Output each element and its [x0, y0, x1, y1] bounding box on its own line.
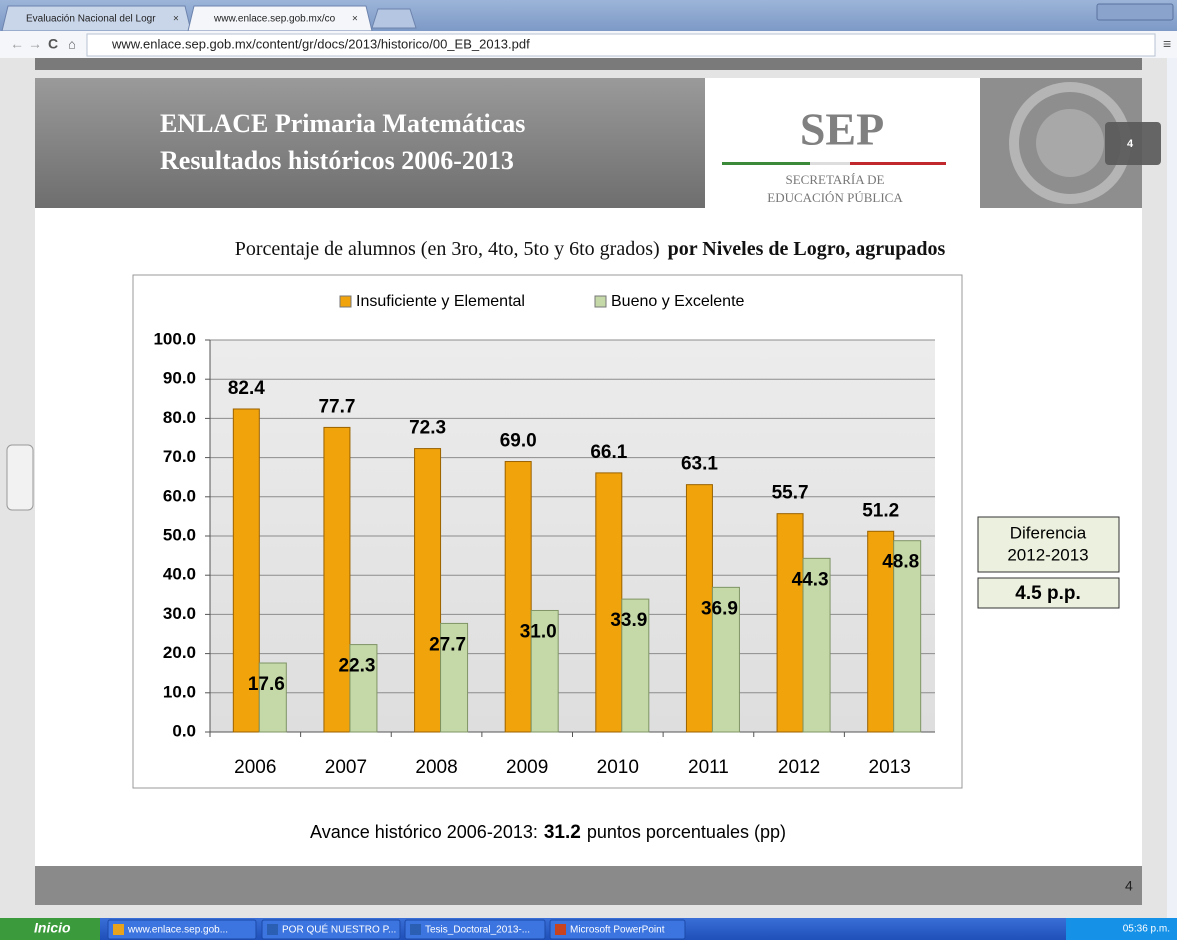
url: www.enlace.sep.gob.mx/content/gr/docs/20… — [111, 36, 530, 51]
x-tick-label: 2006 — [234, 757, 276, 778]
window-controls[interactable] — [1097, 4, 1173, 20]
taskbar-label: Microsoft PowerPoint — [570, 925, 665, 936]
bar — [777, 514, 803, 732]
back-button[interactable]: ← — [10, 36, 24, 52]
legend-swatch — [340, 296, 351, 307]
y-tick-label: 90.0 — [163, 369, 196, 388]
y-tick-label: 40.0 — [163, 565, 196, 584]
screen: Evaluación Nacional del Logr × www.enlac… — [0, 0, 1177, 940]
emblem — [1036, 109, 1104, 177]
page: ENLACE {"browser": {"tabs": ["Evaluación… — [0, 0, 1177, 940]
y-tick-label: 80.0 — [163, 408, 196, 427]
home-button[interactable]: ⌂ — [68, 36, 76, 51]
body: Evaluación Nacional del Logr × www.enlac… — [0, 0, 1177, 940]
y-tick-label: 70.0 — [163, 447, 196, 466]
taskbar-items: www.enlace.sep.gob... POR QUÉ NUESTRO P..… — [108, 920, 685, 939]
logo-stripe — [850, 162, 946, 165]
tab-title: www.enlace.sep.gob.mx/co — [213, 14, 336, 25]
tab-close[interactable]: × — [352, 14, 358, 25]
legend-swatch — [595, 296, 606, 307]
logo-stripe — [722, 162, 810, 165]
legend-label: Insuficiente y Elemental — [356, 293, 525, 310]
page-number: 4 — [1125, 878, 1133, 894]
data-label: 77.7 — [318, 396, 355, 417]
x-tick-label: 2009 — [506, 757, 548, 778]
taskbar-icon — [267, 924, 278, 935]
y-tick-label: 30.0 — [163, 604, 196, 623]
subtitle-regular: Porcentaje de alumnos (en 3ro, 4to, 5to … — [235, 238, 660, 260]
taskbar-label: POR QUÉ NUESTRO P... — [282, 923, 396, 936]
data-label: 69.0 — [500, 431, 537, 452]
data-label: 82.4 — [228, 378, 265, 399]
data-label: 33.9 — [610, 610, 647, 631]
x-tick-label: 2010 — [597, 757, 639, 778]
taskbar-icon — [410, 924, 421, 935]
previous-page-edge — [35, 58, 1142, 70]
bar — [505, 462, 531, 732]
subtitle-bold: por Niveles de Logro, agrupados — [668, 238, 946, 260]
data-label: 55.7 — [772, 483, 809, 504]
difference-label: Diferencia — [1010, 523, 1087, 542]
sidebar-toggle[interactable] — [7, 445, 33, 510]
slide-title: ENLACE Primaria Matemáticas — [160, 109, 525, 138]
taskbar-icon — [555, 924, 566, 935]
data-label: 44.3 — [792, 569, 829, 590]
x-tick-label: 2011 — [688, 757, 729, 778]
y-tick-label: 10.0 — [163, 682, 196, 701]
data-label: 27.7 — [429, 634, 466, 655]
y-tick-label: 60.0 — [163, 486, 196, 505]
clock: 05:36 p.m. — [1123, 924, 1170, 935]
data-label: 72.3 — [409, 418, 446, 439]
data-label: 17.6 — [248, 674, 285, 695]
taskbar-label: Tesis_Doctoral_2013-... — [425, 925, 530, 936]
data-label: 48.8 — [882, 552, 919, 573]
x-tick-label: 2007 — [325, 757, 367, 778]
tab-title: Evaluación Nacional del Logr — [26, 14, 156, 25]
taskbar-icon — [113, 924, 124, 935]
y-tick-label: 50.0 — [163, 525, 196, 544]
summary-text: Avance histórico 2006-2013: — [310, 822, 538, 842]
tab-close[interactable]: × — [173, 14, 179, 25]
summary-text: puntos porcentuales (pp) — [587, 822, 786, 842]
difference-label: 2012-2013 — [1007, 545, 1088, 564]
logo-text: EDUCACIÓN PÚBLICA — [767, 190, 903, 205]
slide-header — [35, 78, 705, 208]
data-label: 36.9 — [701, 598, 738, 619]
data-label: 51.2 — [862, 500, 899, 521]
data-label: 63.1 — [681, 454, 718, 475]
data-label: 22.3 — [338, 656, 375, 677]
logo-text: SECRETARÍA DE — [786, 172, 885, 187]
taskbar-label: www.enlace.sep.gob... — [127, 925, 228, 936]
x-tick-label: 2013 — [869, 757, 911, 778]
difference-value: 4.5 p.p. — [1015, 583, 1080, 604]
y-tick-label: 100.0 — [153, 329, 196, 348]
slide-title: Resultados históricos 2006-2013 — [160, 146, 514, 175]
new-tab[interactable] — [372, 9, 416, 28]
logo-stripe — [810, 162, 850, 165]
forward-button[interactable]: → — [28, 36, 42, 52]
data-label: 31.0 — [520, 621, 557, 642]
summary: Avance histórico 2006-2013: 31.2 puntos po… — [310, 822, 786, 843]
logo-name: SEP — [800, 104, 884, 155]
x-tick-label: 2012 — [778, 757, 820, 778]
x-tick-label: 2008 — [415, 757, 457, 778]
bar — [415, 449, 441, 732]
chart-subtitle: Porcentaje de alumnos (en 3ro, 4to, 5to … — [235, 238, 946, 260]
scrollbar[interactable] — [1167, 58, 1177, 918]
reload-button[interactable]: C — [48, 36, 58, 52]
summary-value: 31.2 — [544, 822, 581, 843]
start-label: Inicio — [34, 920, 71, 936]
page-indicator-number: 4 — [1127, 138, 1134, 150]
menu-button[interactable]: ≡ — [1163, 36, 1171, 52]
bar — [324, 427, 350, 732]
y-tick-label: 20.0 — [163, 643, 196, 662]
legend-label: Bueno y Excelente — [611, 293, 745, 310]
y-tick-label: 0.0 — [172, 721, 196, 740]
data-label: 66.1 — [590, 442, 627, 463]
bar — [596, 473, 622, 732]
slide-footer — [35, 866, 1142, 905]
